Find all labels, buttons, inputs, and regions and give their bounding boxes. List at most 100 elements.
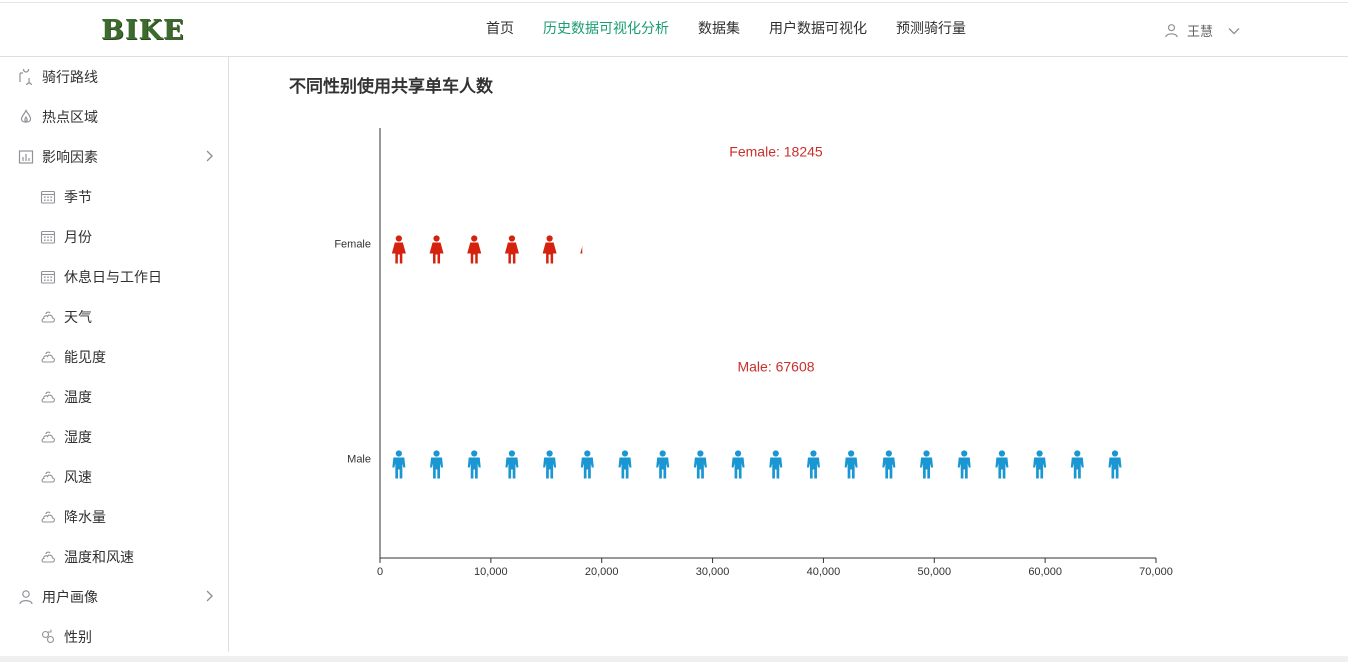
cloud-icon <box>40 549 56 565</box>
cloud-icon <box>40 469 56 485</box>
calendar-icon <box>40 269 56 285</box>
nav-user-visualization[interactable]: 用户数据可视化 <box>769 21 867 37</box>
horizontal-scrollbar[interactable] <box>0 656 1348 662</box>
sidebar-item-label: 降水量 <box>64 510 106 526</box>
nav-dataset[interactable]: 数据集 <box>698 21 740 37</box>
pictorial-symbol <box>731 450 745 479</box>
x-tick-label: 40,000 <box>807 566 841 578</box>
user-menu[interactable]: 王慧 <box>1164 21 1249 40</box>
user-icon <box>1165 24 1178 38</box>
sidebar-item-label: 能见度 <box>64 350 106 366</box>
y-category-label: Male <box>347 454 371 466</box>
chevron-right-icon <box>204 589 216 607</box>
sidebar: 骑行路线热点区域影响因素季节月份休息日与工作日 天气能见度温度湿度风速降水量温度和… <box>0 57 229 652</box>
x-tick-label: 30,000 <box>696 566 730 578</box>
user-icon <box>18 589 34 605</box>
gender-icon <box>40 629 56 645</box>
sidebar-item-label: 休息日与工作日 <box>64 270 162 286</box>
sidebar-item[interactable]: 降水量 <box>0 497 228 537</box>
pictorial-symbol <box>957 450 971 479</box>
sidebar-item[interactable]: 性别 <box>0 617 228 652</box>
pictorial-symbol <box>430 450 444 479</box>
cloud-icon <box>40 309 56 325</box>
pictorial-symbol <box>618 450 632 479</box>
x-tick-label: 60,000 <box>1028 566 1062 578</box>
sidebar-item[interactable]: 用户画像 <box>0 577 228 617</box>
sidebar-item-label: 季节 <box>64 190 92 206</box>
pictorial-symbol <box>806 450 820 479</box>
gender-usage-chart: 0 10,000 20,000 30,000 40,000 50,000 60,000 70,… <box>334 128 1173 578</box>
pictorial-symbol <box>504 235 519 264</box>
user-name: 王慧 <box>1187 25 1214 40</box>
x-tick-label: 20,000 <box>585 566 619 578</box>
x-tick-label: 10,000 <box>474 566 508 578</box>
y-category-label: Female <box>334 239 371 251</box>
pictorial-symbol <box>920 450 934 479</box>
sidebar-item[interactable]: 休息日与工作日 <box>0 257 228 297</box>
pictorial-symbol <box>467 450 481 479</box>
sidebar-item-label: 性别 <box>64 630 92 646</box>
pictorial-symbol <box>1070 450 1084 479</box>
sidebar-item-label: 湿度 <box>64 430 92 446</box>
sidebar-item-label: 月份 <box>64 230 92 246</box>
pictorial-symbol <box>882 450 896 479</box>
pictorial-symbol <box>467 235 482 264</box>
pictorial-symbol-partial <box>580 246 583 254</box>
sidebar-item[interactable]: 天气 <box>0 297 228 337</box>
pictorial-symbol <box>543 450 557 479</box>
logo[interactable]: BIKE <box>101 15 185 46</box>
cloud-icon <box>40 349 56 365</box>
pictorial-symbol <box>1033 450 1047 479</box>
sidebar-item[interactable]: 湿度 <box>0 417 228 457</box>
sidebar-item[interactable]: 能见度 <box>0 337 228 377</box>
x-tick-label: 0 <box>377 566 383 578</box>
chevron-down-icon[interactable] <box>1227 24 1241 38</box>
sidebar-item[interactable]: 温度 <box>0 377 228 417</box>
nav-history-analysis[interactable]: 历史数据可视化分析 <box>543 21 669 37</box>
route-icon <box>18 69 34 85</box>
calendar-icon <box>40 189 56 205</box>
fire-icon <box>18 109 34 125</box>
sidebar-item-label: 骑行路线 <box>42 70 98 86</box>
nav-predict[interactable]: 预测骑行量 <box>896 21 966 37</box>
sidebar-item-label: 风速 <box>64 470 92 486</box>
data-label: Male: 67608 <box>737 359 814 375</box>
pictorial-symbol <box>429 235 444 264</box>
sidebar-item[interactable]: 风速 <box>0 457 228 497</box>
calendar-icon <box>40 229 56 245</box>
pictorial-symbol <box>844 450 858 479</box>
pictorial-symbol <box>542 235 557 264</box>
pictorial-symbol <box>505 450 519 479</box>
pictorial-symbol <box>580 450 594 479</box>
data-label: Female: 18245 <box>729 144 823 160</box>
sidebar-item[interactable]: 温度和风速 <box>0 537 228 577</box>
pictorial-symbol <box>391 235 406 264</box>
main-nav: 首页 历史数据可视化分析 数据集 用户数据可视化 预测骑行量 <box>486 3 995 56</box>
sidebar-item[interactable]: 季节 <box>0 177 228 217</box>
pictorial-symbol <box>693 450 707 479</box>
sidebar-item[interactable]: 骑行路线 <box>0 57 228 97</box>
pictorial-symbol <box>392 450 406 479</box>
pictorial-symbol <box>995 450 1009 479</box>
sidebar-item[interactable]: 影响因素 <box>0 137 228 177</box>
x-tick-label: 50,000 <box>917 566 951 578</box>
sidebar-item-label: 热点区域 <box>42 110 98 126</box>
cloud-icon <box>40 509 56 525</box>
cloud-icon <box>40 429 56 445</box>
cloud-icon <box>40 389 56 405</box>
sidebar-item[interactable]: 热点区域 <box>0 97 228 137</box>
sidebar-item-label: 影响因素 <box>42 150 98 166</box>
sidebar-item-label: 温度 <box>64 390 92 406</box>
sidebar-item-label: 天气 <box>64 310 92 326</box>
top-navbar: BIKE 首页 历史数据可视化分析 数据集 用户数据可视化 预测骑行量 王慧 <box>0 2 1348 57</box>
nav-home[interactable]: 首页 <box>486 21 514 37</box>
page-title: 不同性别使用共享单车人数 <box>289 77 493 97</box>
sidebar-item-label: 温度和风速 <box>64 550 134 566</box>
pictorial-symbol-partial <box>1108 450 1122 479</box>
sidebar-item-label: 用户画像 <box>42 590 98 606</box>
pictorial-symbol <box>769 450 783 479</box>
x-tick-label: 70,000 <box>1139 566 1173 578</box>
chevron-right-icon <box>204 149 216 167</box>
sidebar-item[interactable]: 月份 <box>0 217 228 257</box>
pictorial-symbol <box>656 450 670 479</box>
